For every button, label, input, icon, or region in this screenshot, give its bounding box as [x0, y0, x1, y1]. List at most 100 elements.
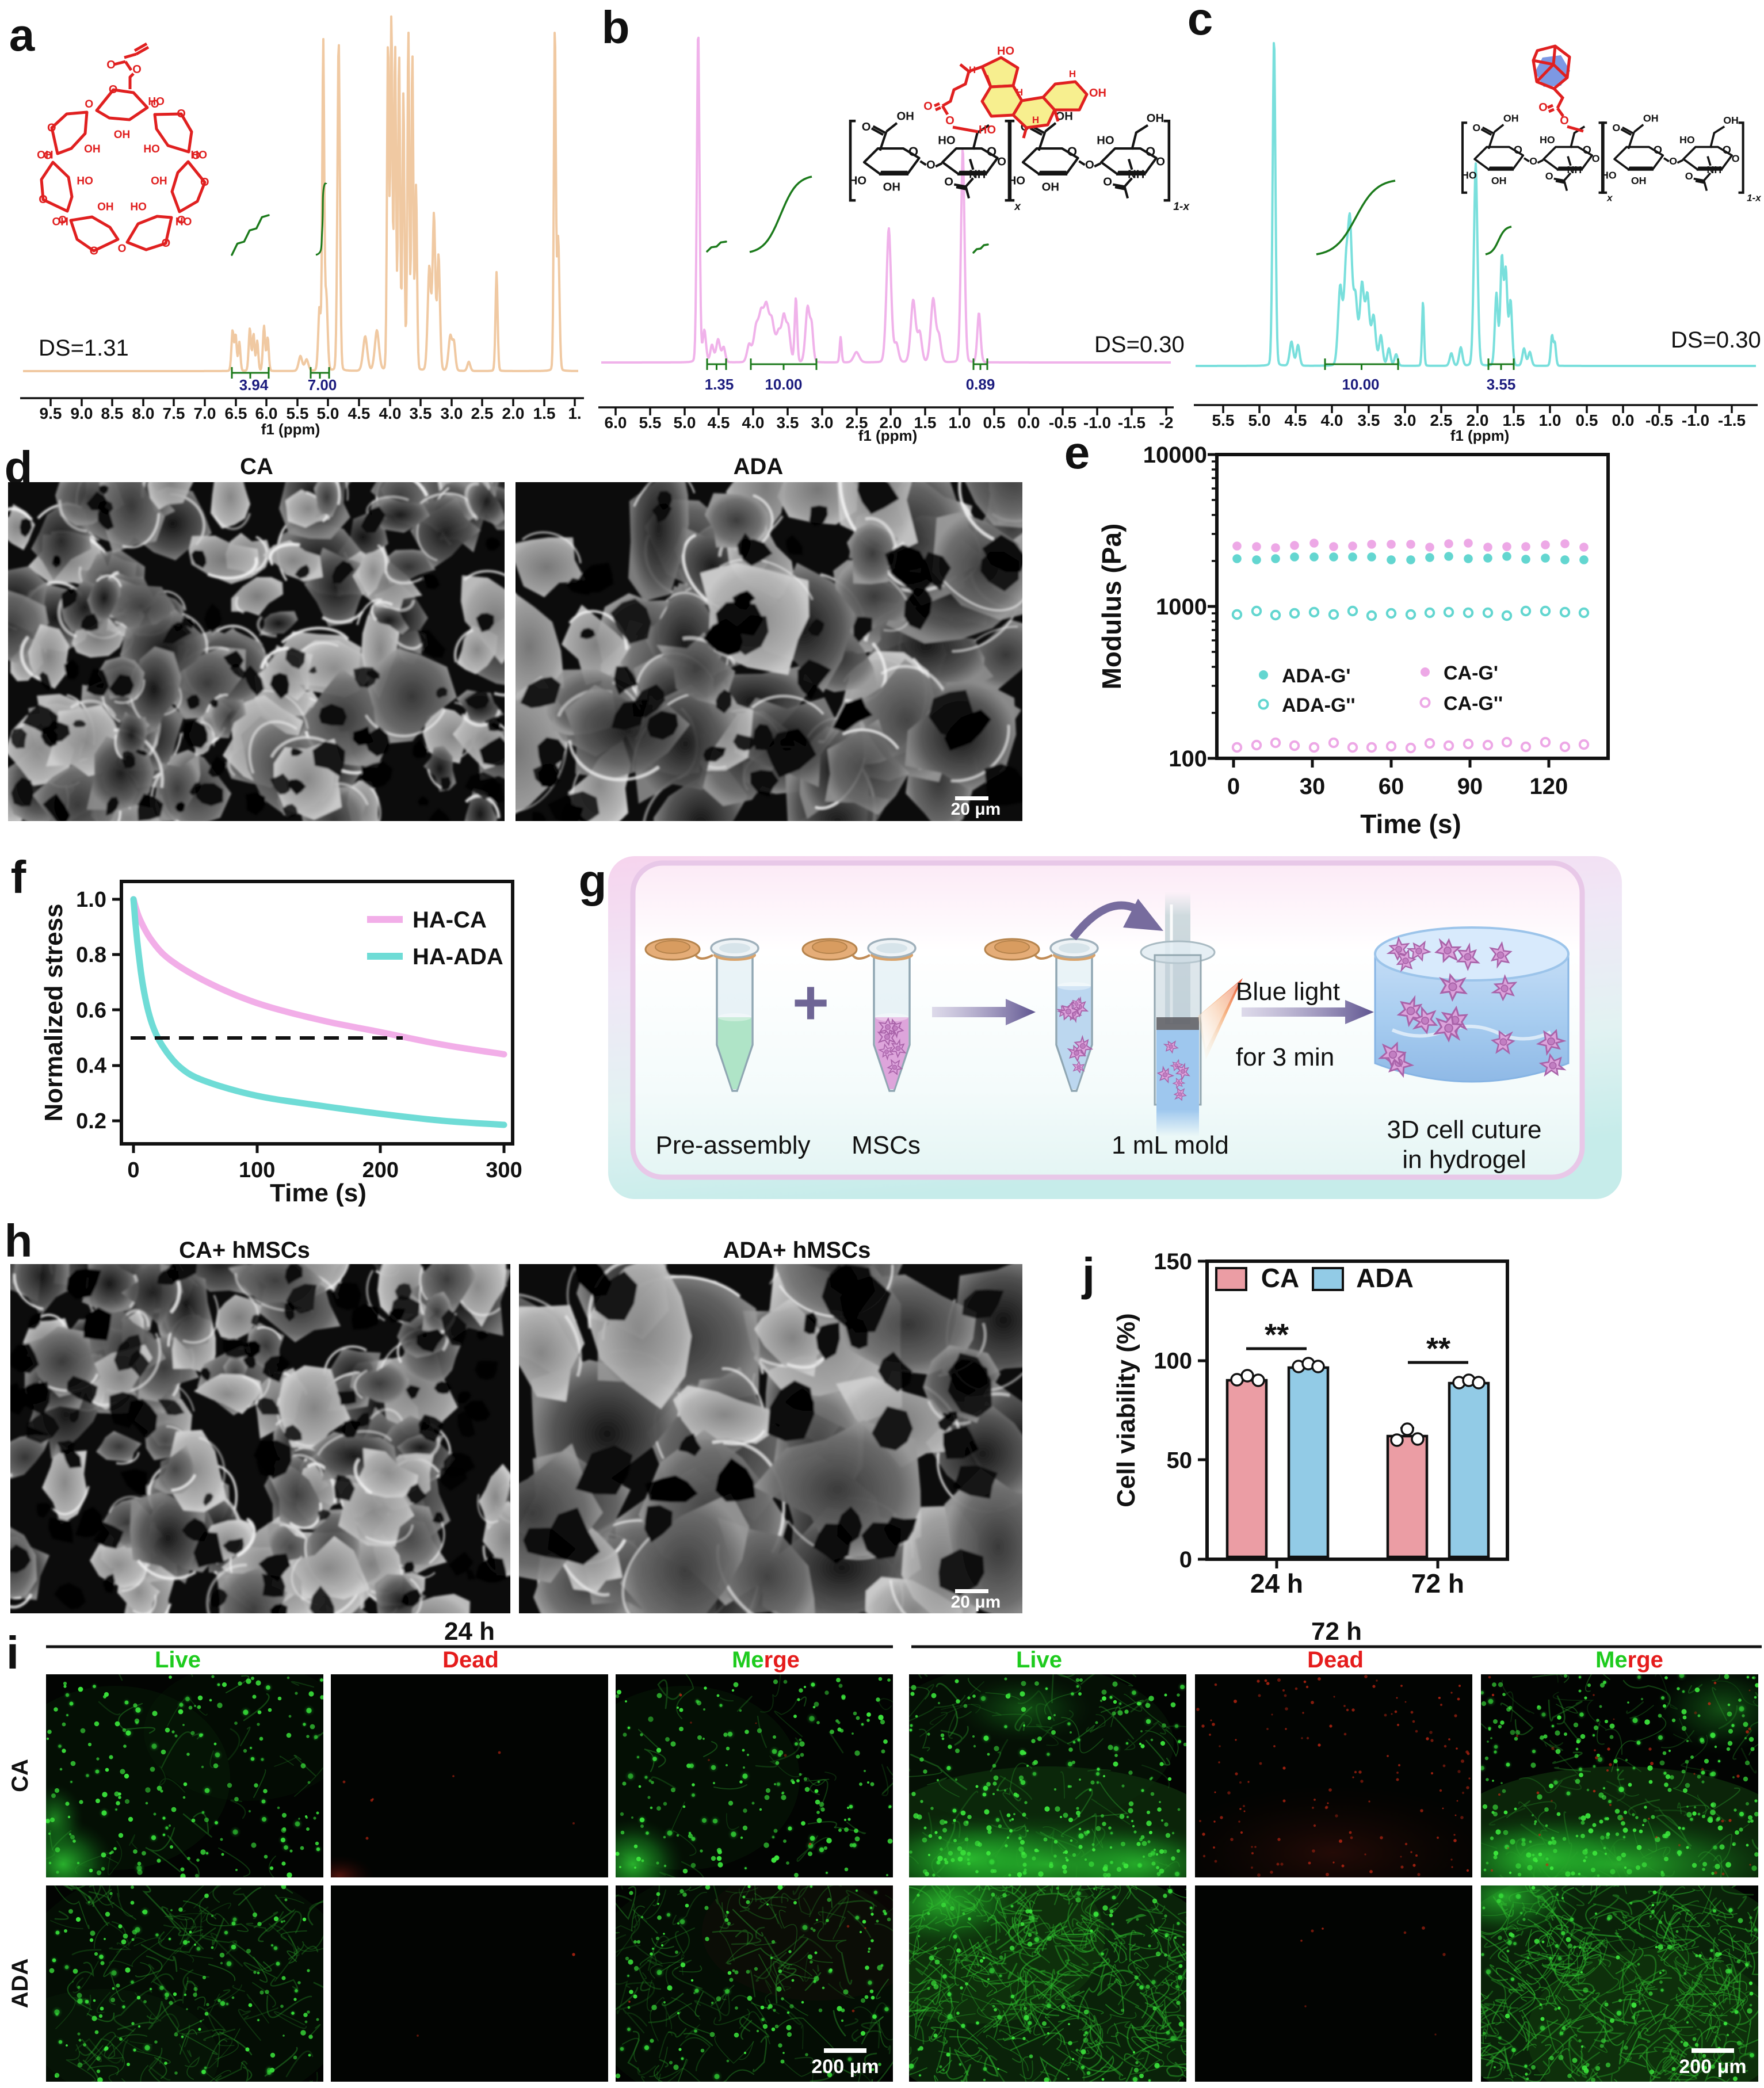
- svg-text:2.0: 2.0: [502, 404, 525, 422]
- svg-text:-2: -2: [1159, 414, 1174, 432]
- svg-text:ADA: ADA: [734, 454, 784, 479]
- svg-text:h: h: [5, 1215, 33, 1266]
- svg-text:NH: NH: [1567, 164, 1582, 175]
- svg-text:**: **: [1265, 1318, 1289, 1352]
- svg-text:HO: HO: [77, 175, 93, 188]
- svg-text:OH: OH: [1631, 175, 1647, 186]
- svg-text:0.6: 0.6: [76, 998, 106, 1022]
- svg-text:200 μm: 200 μm: [811, 2056, 879, 2078]
- svg-text:9.5: 9.5: [40, 404, 62, 422]
- svg-text:0.2: 0.2: [76, 1109, 106, 1133]
- svg-text:1.0: 1.0: [76, 888, 106, 912]
- svg-text:OH: OH: [1089, 87, 1106, 100]
- svg-text:3.0: 3.0: [811, 414, 834, 432]
- svg-text:1.35: 1.35: [705, 376, 734, 393]
- svg-text:e: e: [1064, 427, 1090, 478]
- svg-text:72 h: 72 h: [1411, 1568, 1464, 1598]
- svg-text:-1.5: -1.5: [1718, 411, 1746, 429]
- svg-text:b: b: [602, 2, 630, 53]
- svg-text:O: O: [109, 83, 118, 96]
- svg-text:3.5: 3.5: [410, 404, 432, 422]
- svg-text:O: O: [1514, 144, 1522, 156]
- svg-text:OH: OH: [1643, 113, 1659, 124]
- svg-text:Merge: Merge: [1595, 1647, 1663, 1673]
- svg-text:HO: HO: [143, 143, 160, 155]
- svg-text:HO: HO: [190, 150, 207, 162]
- svg-text:30: 30: [1300, 774, 1326, 799]
- svg-text:O: O: [1103, 175, 1112, 188]
- svg-text:O: O: [47, 121, 56, 134]
- svg-text:Normalized stress: Normalized stress: [40, 903, 68, 1121]
- svg-text:O: O: [1592, 152, 1600, 164]
- svg-text:2.5: 2.5: [846, 414, 868, 432]
- svg-text:1-x: 1-x: [1173, 201, 1190, 213]
- svg-text:0.0: 0.0: [1612, 411, 1635, 429]
- svg-text:O: O: [1529, 155, 1537, 167]
- svg-text:24 h: 24 h: [1250, 1568, 1303, 1598]
- svg-text:HO: HO: [1461, 170, 1477, 181]
- svg-text:9.0: 9.0: [71, 404, 93, 422]
- svg-text:O: O: [923, 100, 933, 113]
- svg-text:ADA-G': ADA-G': [1282, 665, 1351, 687]
- svg-text:Modulus (Pa): Modulus (Pa): [1097, 524, 1127, 690]
- svg-text:i: i: [6, 1627, 19, 1678]
- svg-text:5.0: 5.0: [1248, 411, 1271, 429]
- svg-text:50: 50: [1167, 1448, 1193, 1473]
- svg-text:O: O: [1560, 114, 1569, 127]
- svg-text:Merge: Merge: [732, 1647, 800, 1673]
- svg-text:3D cell cuture: 3D cell cuture: [1387, 1116, 1541, 1144]
- svg-text:4.0: 4.0: [1321, 411, 1343, 429]
- svg-text:O: O: [177, 108, 186, 120]
- svg-text:O: O: [945, 114, 954, 127]
- svg-text:H: H: [1069, 68, 1076, 79]
- svg-text:-0.5: -0.5: [1049, 414, 1076, 432]
- svg-text:f1 (ppm): f1 (ppm): [261, 421, 320, 438]
- svg-text:O: O: [192, 150, 200, 162]
- svg-text:HO: HO: [1008, 175, 1025, 188]
- svg-text:OH: OH: [883, 181, 900, 194]
- svg-text:-1.0: -1.0: [1682, 411, 1709, 429]
- svg-text:CA-G'': CA-G'': [1444, 693, 1503, 715]
- svg-text:x: x: [1606, 192, 1613, 203]
- svg-text:MSCs: MSCs: [852, 1131, 921, 1159]
- svg-text:4.0: 4.0: [742, 414, 765, 432]
- svg-text:-1.5: -1.5: [1118, 414, 1146, 432]
- svg-text:4.5: 4.5: [708, 414, 730, 432]
- svg-text:2.5: 2.5: [1430, 411, 1453, 429]
- svg-text:6.0: 6.0: [605, 414, 627, 432]
- svg-text:O: O: [200, 176, 209, 189]
- svg-text:8.5: 8.5: [101, 404, 124, 422]
- svg-text:O: O: [1685, 170, 1693, 182]
- svg-text:x: x: [1014, 201, 1021, 213]
- svg-text:4.5: 4.5: [348, 404, 371, 422]
- svg-text:CA: CA: [7, 1759, 33, 1792]
- svg-text:O: O: [90, 245, 99, 257]
- svg-text:1.: 1.: [568, 404, 581, 422]
- svg-text:OH: OH: [1723, 114, 1739, 126]
- svg-text:1.0: 1.0: [949, 414, 971, 432]
- svg-text:f1 (ppm): f1 (ppm): [1450, 427, 1510, 444]
- svg-text:in hydrogel: in hydrogel: [1402, 1146, 1526, 1174]
- svg-text:O: O: [1669, 155, 1677, 167]
- svg-text:HO: HO: [1540, 134, 1555, 146]
- svg-text:4.5: 4.5: [1285, 411, 1307, 429]
- svg-text:-1.0: -1.0: [1083, 414, 1111, 432]
- svg-text:1-x: 1-x: [1747, 192, 1762, 203]
- svg-text:for 3 min: for 3 min: [1236, 1043, 1334, 1071]
- svg-text:0: 0: [127, 1158, 139, 1182]
- svg-text:OH: OH: [1491, 175, 1507, 186]
- svg-text:O: O: [1067, 144, 1077, 159]
- svg-text:0.5: 0.5: [983, 414, 1006, 432]
- svg-text:O: O: [908, 144, 918, 159]
- svg-text:Time (s): Time (s): [270, 1179, 366, 1207]
- svg-text:20 μm: 20 μm: [951, 800, 1001, 819]
- svg-text:5.0: 5.0: [317, 404, 339, 422]
- svg-text:0: 0: [1227, 774, 1240, 799]
- svg-text:O: O: [1732, 152, 1740, 164]
- svg-text:60: 60: [1379, 774, 1404, 799]
- svg-text:90: 90: [1457, 774, 1483, 799]
- svg-text:OH: OH: [1056, 110, 1073, 123]
- svg-text:OH: OH: [114, 129, 131, 141]
- svg-text:ADA: ADA: [7, 1959, 33, 2009]
- svg-text:+: +: [792, 967, 829, 1038]
